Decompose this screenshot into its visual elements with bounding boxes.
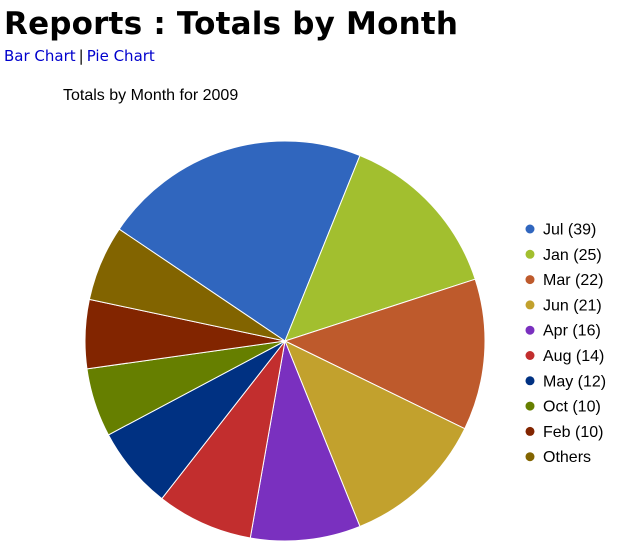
bar-chart-link[interactable]: Bar Chart xyxy=(4,47,76,65)
legend-label: Jun (21) xyxy=(543,297,602,314)
legend-label: Jan (25) xyxy=(543,247,602,264)
legend-label: Apr (16) xyxy=(543,323,601,340)
legend-item-others: Others xyxy=(525,449,591,466)
legend-item-jan: Jan (25) xyxy=(525,247,602,264)
legend-marker xyxy=(525,426,535,436)
pie-slice-jun[interactable] xyxy=(284,340,466,527)
legend-label: Oct (10) xyxy=(543,399,601,416)
legend-marker xyxy=(525,452,535,462)
legend-label: Mar (22) xyxy=(543,272,603,289)
legend-marker xyxy=(525,300,535,310)
legend-label: Jul (39) xyxy=(543,222,596,239)
legend-marker xyxy=(525,351,535,360)
legend-marker xyxy=(525,401,535,411)
page-title: Reports : Totals by Month xyxy=(4,6,459,42)
pie-slice-aug[interactable] xyxy=(161,340,286,539)
legend-label: Feb (10) xyxy=(543,424,603,441)
legend-marker xyxy=(525,275,535,285)
pie-slices xyxy=(84,140,486,542)
chart-title: Totals by Month for 2009 xyxy=(63,87,238,104)
legend-item-jul: Jul (39) xyxy=(525,222,596,239)
chart-type-nav: Bar Chart | Pie Chart xyxy=(4,46,155,66)
legend-label: May (12) xyxy=(543,373,606,390)
legend-item-mar: Mar (22) xyxy=(525,272,603,289)
legend-marker xyxy=(525,376,535,386)
legend-item-may: May (12) xyxy=(525,373,606,390)
legend-label: Others xyxy=(543,449,591,466)
legend-item-apr: Apr (16) xyxy=(525,323,601,340)
legend-item-oct: Oct (10) xyxy=(525,399,601,416)
legend-marker xyxy=(525,249,535,259)
pie-slice-apr[interactable] xyxy=(249,340,361,542)
legend-item-jun: Jun (21) xyxy=(525,297,602,314)
pie-slice-others[interactable] xyxy=(88,228,286,342)
legend-item-feb: Feb (10) xyxy=(525,424,603,441)
legend-item-aug: Aug (14) xyxy=(525,348,604,365)
legend-label: Aug (14) xyxy=(543,348,604,365)
pie-chart-link[interactable]: Pie Chart xyxy=(86,47,155,65)
nav-separator: | xyxy=(78,47,84,65)
legend-marker xyxy=(525,224,535,234)
chart-legend: Jul (39) Jan (25) Mar (22) Jun (21) Apr (16)… xyxy=(525,222,606,466)
pie-slice-jul[interactable] xyxy=(118,140,361,342)
pie-slice-mar[interactable] xyxy=(284,278,486,430)
legend-marker xyxy=(525,325,535,335)
